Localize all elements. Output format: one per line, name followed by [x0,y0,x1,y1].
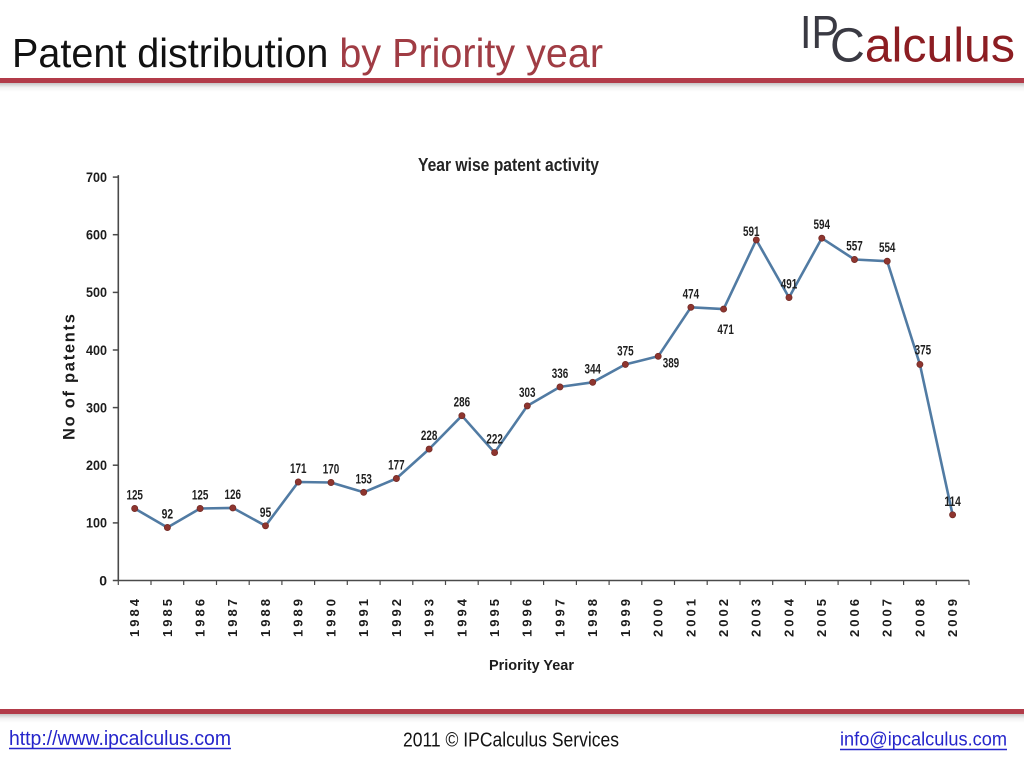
svg-text:222: 222 [486,432,503,447]
svg-text:1997: 1997 [552,599,567,637]
svg-text:IP: IP [800,6,839,58]
svg-text:1986: 1986 [193,599,208,637]
svg-text:1991: 1991 [356,599,371,637]
svg-text:200: 200 [86,457,107,473]
svg-text:1996: 1996 [520,599,535,637]
svg-text:1988: 1988 [258,599,273,637]
svg-text:1999: 1999 [618,599,633,637]
svg-text:700: 700 [86,169,107,185]
svg-text:1987: 1987 [225,599,240,637]
svg-text:228: 228 [421,428,438,443]
svg-text:303: 303 [519,385,536,400]
svg-text:491: 491 [781,277,798,292]
svg-text:153: 153 [355,471,372,486]
svg-text:100: 100 [86,515,107,531]
svg-text:375: 375 [915,342,932,357]
svg-text:1989: 1989 [291,599,306,637]
svg-text:600: 600 [86,227,107,243]
svg-text:114: 114 [944,494,961,509]
svg-text:594: 594 [814,217,831,232]
svg-text:92: 92 [162,507,174,522]
svg-text:Priority Year: Priority Year [489,657,574,674]
svg-text:2004: 2004 [781,598,796,637]
svg-text:Calculus: Calculus [830,20,1015,73]
svg-text:2000: 2000 [651,599,666,637]
svg-text:1992: 1992 [389,599,404,637]
svg-text:471: 471 [717,322,734,337]
svg-text:95: 95 [260,505,272,520]
svg-text:500: 500 [86,284,107,300]
svg-text:557: 557 [846,239,863,254]
svg-text:No of patents: No of patents [61,314,79,440]
svg-text:1990: 1990 [323,599,338,637]
svg-text:2003: 2003 [749,599,764,637]
svg-text:1995: 1995 [487,599,502,637]
svg-text:389: 389 [663,355,680,370]
svg-text:info@ipcalculus.com: info@ipcalculus.com [840,730,1007,751]
svg-text:554: 554 [879,240,896,255]
svg-text:170: 170 [323,462,340,477]
svg-text:1998: 1998 [585,599,600,637]
svg-text:2009: 2009 [945,599,960,637]
svg-text:171: 171 [290,461,307,476]
svg-text:400: 400 [86,342,107,358]
svg-text:2002: 2002 [716,599,731,637]
svg-text:1984: 1984 [127,598,142,637]
svg-text:2005: 2005 [814,599,829,637]
svg-text:300: 300 [86,399,107,415]
svg-text:2007: 2007 [880,599,895,637]
svg-text:2001: 2001 [683,599,698,637]
svg-text:286: 286 [454,395,471,410]
svg-text:Patent distribution by Priorit: Patent distribution by Priority year [12,30,603,76]
svg-text:177: 177 [388,458,405,473]
svg-text:1985: 1985 [160,599,175,637]
svg-text:125: 125 [126,488,143,503]
svg-text:2006: 2006 [847,599,862,637]
svg-text:125: 125 [192,488,209,503]
svg-text:375: 375 [617,343,634,358]
svg-text:2011 © IPCalculus Services: 2011 © IPCalculus Services [403,730,619,752]
svg-text:0: 0 [99,572,107,588]
svg-text:126: 126 [225,487,242,502]
svg-text:Year wise patent activity: Year wise patent activity [418,154,600,175]
svg-text:1994: 1994 [454,598,469,637]
svg-text:591: 591 [743,224,760,239]
svg-text:http://www.ipcalculus.com: http://www.ipcalculus.com [9,728,231,750]
svg-text:1993: 1993 [422,599,437,637]
svg-text:344: 344 [584,361,601,376]
svg-text:474: 474 [683,286,700,301]
svg-text:2008: 2008 [912,599,927,637]
svg-text:336: 336 [552,366,569,381]
